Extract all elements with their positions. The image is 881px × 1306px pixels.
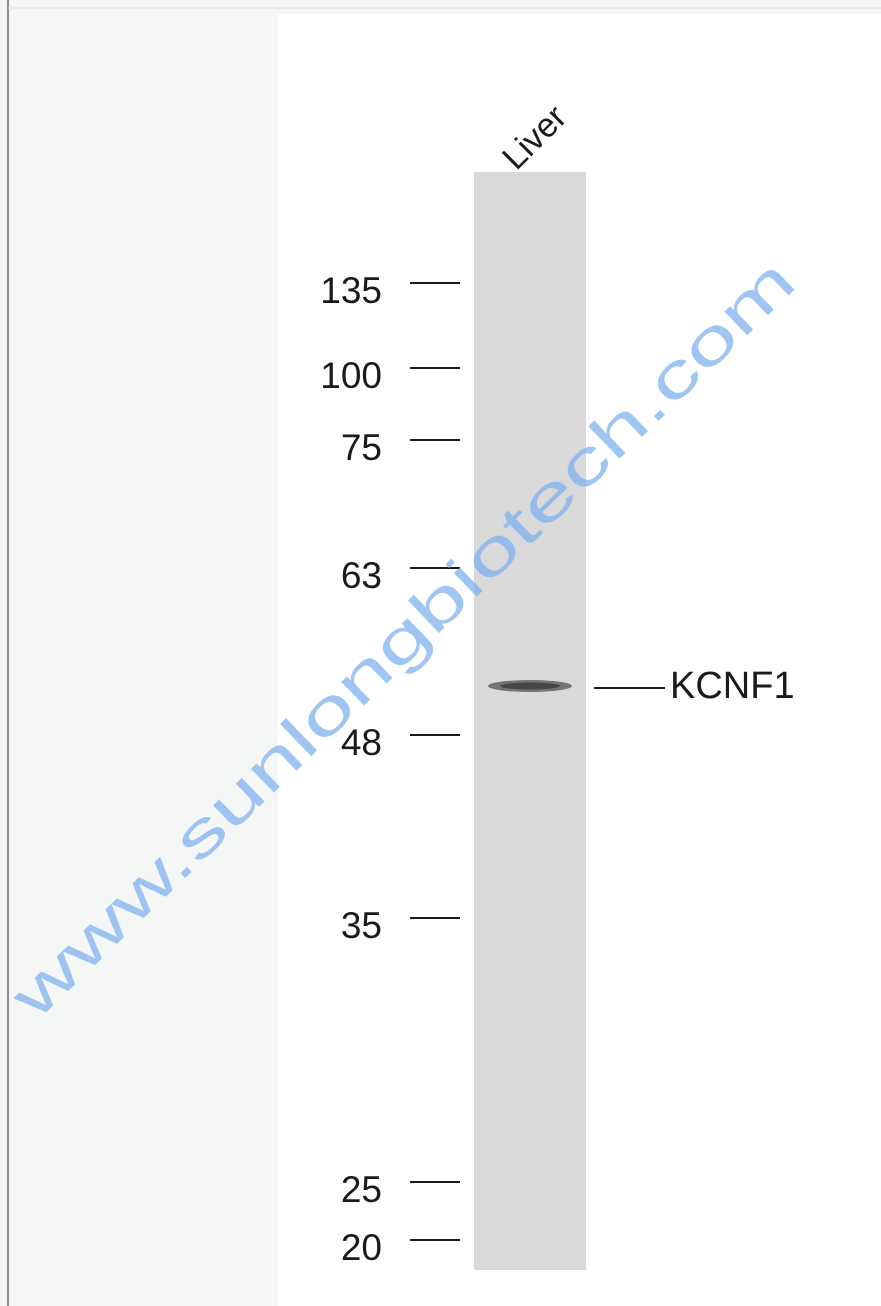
band-core [500, 683, 560, 690]
marker-label: 20 [341, 1227, 382, 1268]
marker-label: 63 [341, 555, 382, 596]
page: {"blot": {"lane_label": "Liver", "marker… [0, 0, 881, 1306]
lane [474, 172, 586, 1270]
marker-label: 75 [341, 427, 382, 468]
marker-label: 25 [341, 1169, 382, 1210]
band-label: KCNF1 [670, 665, 795, 707]
marker-label: 135 [320, 270, 382, 311]
screenshot: Liver KCNF1 135100756348352520 www.sunlo… [0, 0, 881, 1306]
marker-label: 100 [320, 355, 382, 396]
marker-label: 35 [341, 905, 382, 946]
